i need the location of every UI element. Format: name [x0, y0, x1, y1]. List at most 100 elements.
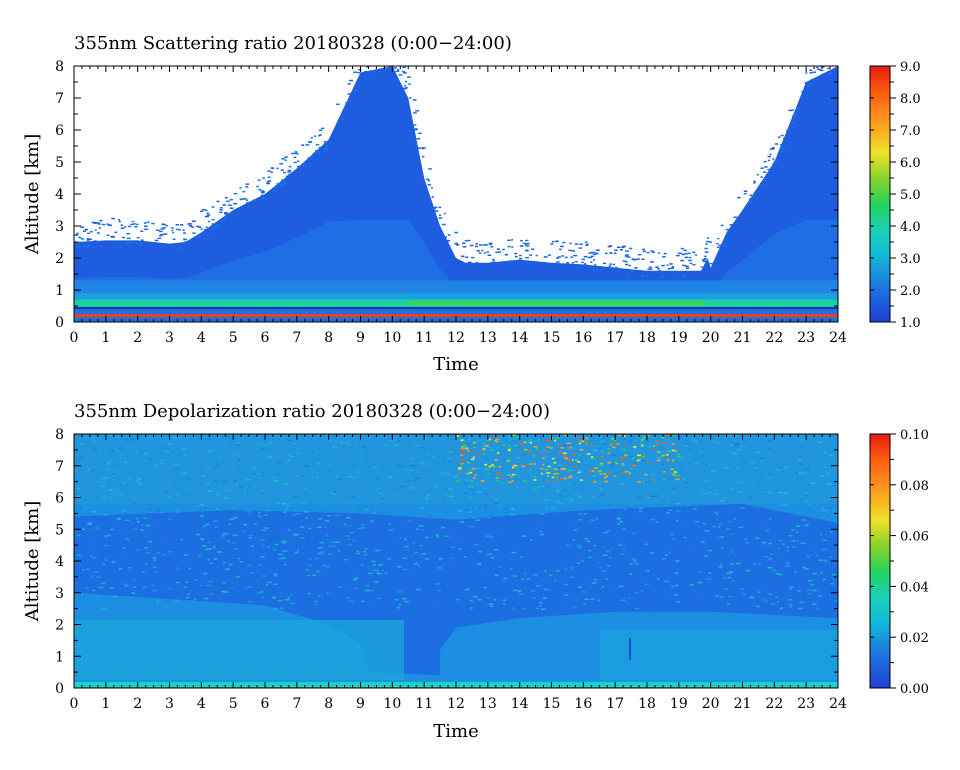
x-tick-label: 11	[415, 696, 433, 712]
noise-speckle	[290, 455, 295, 458]
noise-speckle	[734, 444, 740, 447]
noise-speckle	[736, 562, 741, 565]
noise-speckle	[485, 493, 490, 495]
speckle	[353, 88, 358, 90]
noise-speckle	[535, 595, 540, 598]
high-depol-speckle	[473, 477, 476, 480]
high-depol-speckle	[608, 472, 613, 475]
speckle	[192, 232, 196, 234]
noise-speckle	[599, 488, 603, 491]
high-depol-speckle	[652, 479, 655, 481]
speckle	[663, 252, 667, 255]
noise-speckle	[634, 591, 639, 594]
speckle	[434, 210, 439, 212]
noise-speckle	[598, 482, 602, 485]
noise-speckle	[617, 523, 620, 525]
aerosol-layer-core	[408, 300, 705, 306]
speckle	[706, 237, 709, 239]
noise-speckle	[156, 600, 160, 603]
noise-speckle	[650, 518, 656, 521]
noise-speckle	[825, 498, 828, 501]
speckle	[652, 251, 655, 253]
noise-speckle	[414, 562, 418, 564]
noise-speckle	[542, 473, 547, 475]
noise-speckle	[544, 499, 549, 501]
speckle	[110, 235, 114, 238]
high-depol-speckle	[508, 458, 512, 461]
high-depol-speckle	[650, 448, 654, 450]
noise-speckle	[257, 592, 262, 594]
noise-speckle	[645, 569, 650, 572]
noise-speckle	[243, 523, 247, 526]
noise-speckle	[185, 581, 189, 583]
noise-speckle	[405, 573, 411, 576]
noise-speckle	[407, 519, 411, 522]
high-depol-speckle	[622, 435, 626, 438]
x-tick-label: 23	[797, 330, 815, 346]
noise-speckle	[196, 533, 201, 536]
noise-speckle	[486, 446, 492, 449]
noise-speckle	[807, 579, 813, 582]
noise-speckle	[305, 569, 309, 571]
high-depol-speckle	[456, 480, 460, 482]
speckle	[488, 242, 493, 245]
noise-speckle	[399, 485, 404, 488]
noise-speckle	[601, 449, 606, 451]
noise-speckle	[786, 595, 791, 597]
noise-speckle	[231, 542, 235, 545]
speckle	[760, 167, 764, 169]
noise-speckle	[689, 584, 694, 586]
noise-speckle	[466, 443, 470, 445]
noise-speckle	[571, 567, 574, 569]
noise-speckle	[211, 570, 216, 572]
noise-speckle	[809, 584, 815, 586]
speckle	[83, 245, 86, 247]
speckle	[756, 173, 759, 176]
noise-speckle	[765, 479, 769, 481]
colorbar-tick-label: 1.0	[900, 316, 921, 331]
noise-speckle	[413, 563, 418, 565]
noise-speckle	[622, 438, 628, 441]
noise-speckle	[307, 592, 311, 595]
noise-speckle	[176, 493, 180, 496]
noise-speckle	[577, 454, 583, 456]
noise-speckle	[462, 577, 466, 580]
noise-speckle	[644, 439, 649, 442]
noise-speckle	[761, 491, 765, 493]
speckle	[671, 267, 675, 270]
noise-speckle	[737, 449, 741, 451]
noise-speckle	[610, 464, 614, 467]
noise-speckle	[588, 549, 592, 552]
speckle	[126, 232, 130, 235]
noise-speckle	[511, 551, 516, 554]
noise-speckle	[819, 475, 825, 478]
speckle	[486, 266, 489, 268]
noise-speckle	[102, 563, 106, 566]
noise-speckle	[294, 559, 300, 562]
high-depol-speckle	[672, 434, 677, 437]
noise-speckle	[227, 540, 231, 542]
noise-speckle	[184, 586, 187, 588]
noise-speckle	[569, 522, 573, 524]
noise-speckle	[292, 442, 296, 445]
speckle	[345, 102, 350, 104]
noise-speckle	[254, 485, 257, 487]
speckle	[317, 151, 322, 154]
high-depol-speckle	[493, 465, 497, 468]
noise-speckle	[758, 563, 762, 565]
noise-speckle	[582, 592, 588, 595]
high-depol-speckle	[571, 459, 574, 461]
speckle	[427, 183, 430, 186]
noise-speckle	[694, 462, 699, 465]
noise-speckle	[501, 482, 505, 484]
noise-speckle	[300, 553, 304, 555]
high-depol-speckle	[520, 443, 524, 445]
x-tick-label: 13	[479, 330, 497, 346]
noise-speckle	[109, 498, 112, 501]
noise-speckle	[283, 507, 289, 510]
speckle	[302, 166, 307, 168]
speckle	[659, 276, 664, 278]
noise-speckle	[706, 578, 712, 580]
noise-speckle	[476, 519, 481, 521]
noise-speckle	[469, 599, 473, 602]
